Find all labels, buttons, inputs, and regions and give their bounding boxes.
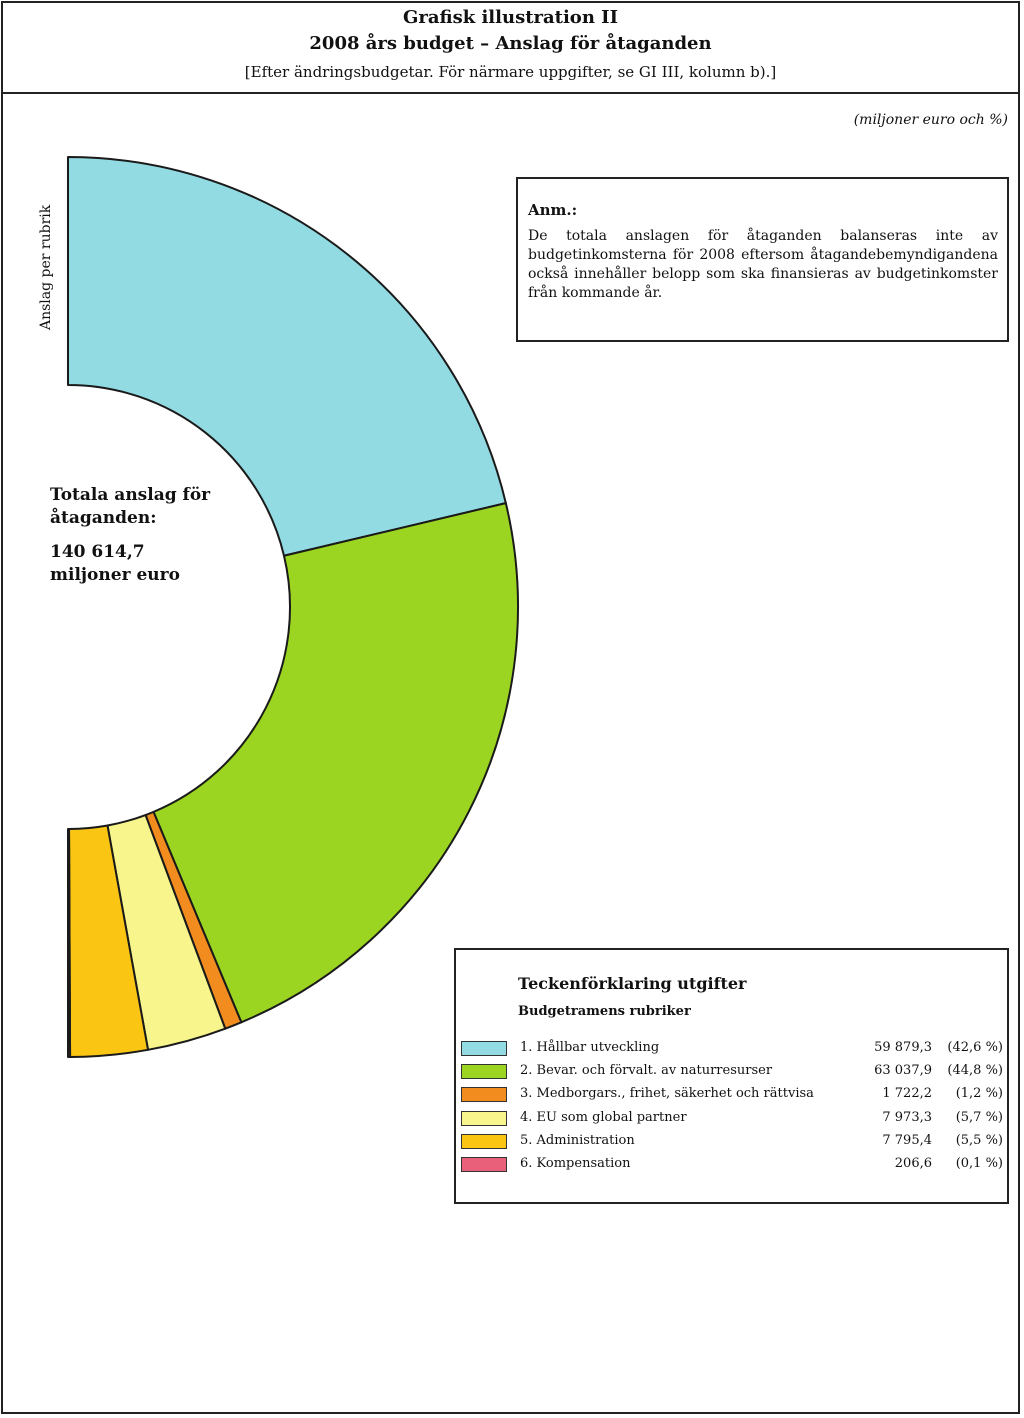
legend-percent: (5,7 %) — [955, 1109, 1003, 1125]
figure-title-line2: 2008 års budget – Anslag för åtaganden — [309, 33, 712, 54]
figure-title-line1: Grafisk illustration II — [402, 7, 619, 28]
legend-value: 63 037,9 — [874, 1063, 932, 1079]
note-text: De totala anslagen för åtaganden balanse… — [528, 228, 998, 301]
legend-value: 7 795,4 — [882, 1132, 932, 1148]
total-unit: miljoner euro — [50, 565, 180, 585]
legend-swatch — [461, 1133, 507, 1149]
legend-subtitle: Budgetramens rubriker — [518, 1004, 691, 1019]
legend-percent: (5,5 %) — [955, 1132, 1003, 1148]
total-label-line1: Totala anslag för — [50, 485, 211, 505]
legend-percent: (1,2 %) — [955, 1086, 1003, 1102]
chart-slice-6 — [67, 827, 72, 1059]
legend-value: 206,6 — [894, 1156, 932, 1171]
legend-value: 59 879,3 — [874, 1040, 932, 1055]
legend-item-6: 6. Kompensation 206,6 (0,1 %) — [456, 1155, 1007, 1175]
chart-slice-2 — [152, 502, 519, 1024]
legend-item-2: 2. Bevar. och förvalt. av naturresurser 6… — [456, 1062, 1007, 1082]
legend-swatch — [461, 1110, 507, 1126]
legend-swatch — [461, 1064, 507, 1080]
total-label-line2: åtaganden: — [50, 508, 157, 528]
legend-value: 7 973,3 — [882, 1109, 932, 1125]
legend-swatch — [461, 1041, 507, 1056]
legend-percent: (42,6 %) — [947, 1040, 1003, 1055]
legend-percent: (44,8 %) — [947, 1063, 1003, 1079]
note-box: Anm.: De totala anslagen för åtaganden b… — [516, 177, 1009, 342]
legend-label: 3. Medborgars., frihet, säkerhet och rät… — [520, 1086, 814, 1102]
unit-label: (miljoner euro och %) — [853, 112, 1008, 128]
legend-box: Teckenförklaring utgifter Budgetramens r… — [454, 948, 1009, 1204]
legend-item-1: 1. Hållbar utveckling 59 879,3 (42,6 %) — [456, 1039, 1007, 1059]
legend-value: 1 722,2 — [882, 1086, 932, 1102]
legend-item-3: 3. Medborgars., frihet, säkerhet och rät… — [456, 1085, 1007, 1105]
chart-slice-1 — [67, 156, 507, 557]
note-label: Anm.: — [528, 201, 578, 219]
legend-label: 4. EU som global partner — [520, 1109, 687, 1125]
figure-header: Grafisk illustration II 2008 års budget … — [1, 1, 1020, 94]
legend-percent: (0,1 %) — [955, 1156, 1003, 1171]
figure-subtitle: [Efter ändringsbudgetar. För närmare upp… — [244, 63, 777, 81]
legend-label: 1. Hållbar utveckling — [520, 1040, 660, 1055]
legend-swatch — [461, 1087, 507, 1103]
vertical-axis-label: Anslag per rubrik — [38, 204, 54, 330]
legend-label: 2. Bevar. och förvalt. av naturresurser — [520, 1063, 773, 1079]
legend-label: 5. Administration — [520, 1132, 635, 1148]
legend-item-4: 4. EU som global partner 7 973,3 (5,7 %) — [456, 1109, 1007, 1129]
legend-label: 6. Kompensation — [520, 1156, 631, 1171]
legend-item-5: 5. Administration 7 795,4 (5,5 %) — [456, 1132, 1007, 1152]
legend-swatch — [461, 1157, 507, 1172]
total-value: 140 614,7 — [50, 542, 145, 562]
legend-title: Teckenförklaring utgifter — [518, 974, 747, 993]
